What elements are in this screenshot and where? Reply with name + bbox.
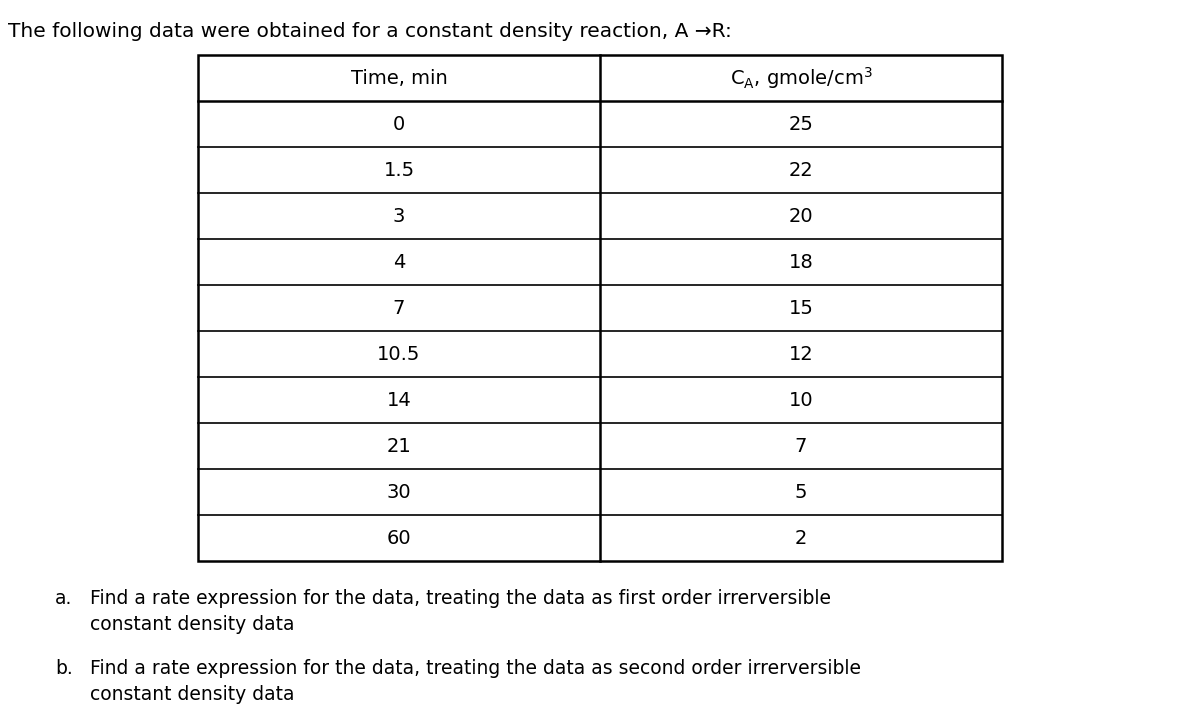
Text: 14: 14 — [386, 391, 412, 409]
Text: Time, min: Time, min — [350, 68, 448, 88]
Text: 4: 4 — [392, 252, 406, 272]
Text: 30: 30 — [386, 483, 412, 501]
Text: 0: 0 — [392, 115, 406, 133]
Text: Find a rate expression for the data, treating the data as first order irrerversi: Find a rate expression for the data, tre… — [90, 589, 830, 608]
Text: 18: 18 — [788, 252, 814, 272]
Text: constant density data: constant density data — [90, 685, 294, 704]
Text: Find a rate expression for the data, treating the data as second order irrervers: Find a rate expression for the data, tre… — [90, 659, 862, 678]
Text: 10: 10 — [788, 391, 814, 409]
Text: 21: 21 — [386, 436, 412, 456]
Bar — [198, 55, 1002, 561]
Text: $\mathdefault{C_A}$, gmole/cm$\mathdefault{^3}$: $\mathdefault{C_A}$, gmole/cm$\mathdefau… — [730, 65, 872, 91]
Text: 1.5: 1.5 — [384, 160, 414, 180]
Text: 12: 12 — [788, 344, 814, 364]
Text: 7: 7 — [794, 436, 808, 456]
Text: b.: b. — [55, 659, 73, 678]
Text: 60: 60 — [386, 528, 412, 548]
Text: 22: 22 — [788, 160, 814, 180]
Text: 10.5: 10.5 — [377, 344, 421, 364]
Text: 15: 15 — [788, 299, 814, 317]
Text: 25: 25 — [788, 115, 814, 133]
Text: 20: 20 — [788, 207, 814, 225]
Text: 2: 2 — [794, 528, 808, 548]
Text: constant density data: constant density data — [90, 615, 294, 634]
Text: 5: 5 — [794, 483, 808, 501]
Text: a.: a. — [55, 589, 72, 608]
Text: 7: 7 — [392, 299, 406, 317]
Text: 3: 3 — [392, 207, 406, 225]
Text: The following data were obtained for a constant density reaction, A →R:: The following data were obtained for a c… — [8, 22, 732, 41]
